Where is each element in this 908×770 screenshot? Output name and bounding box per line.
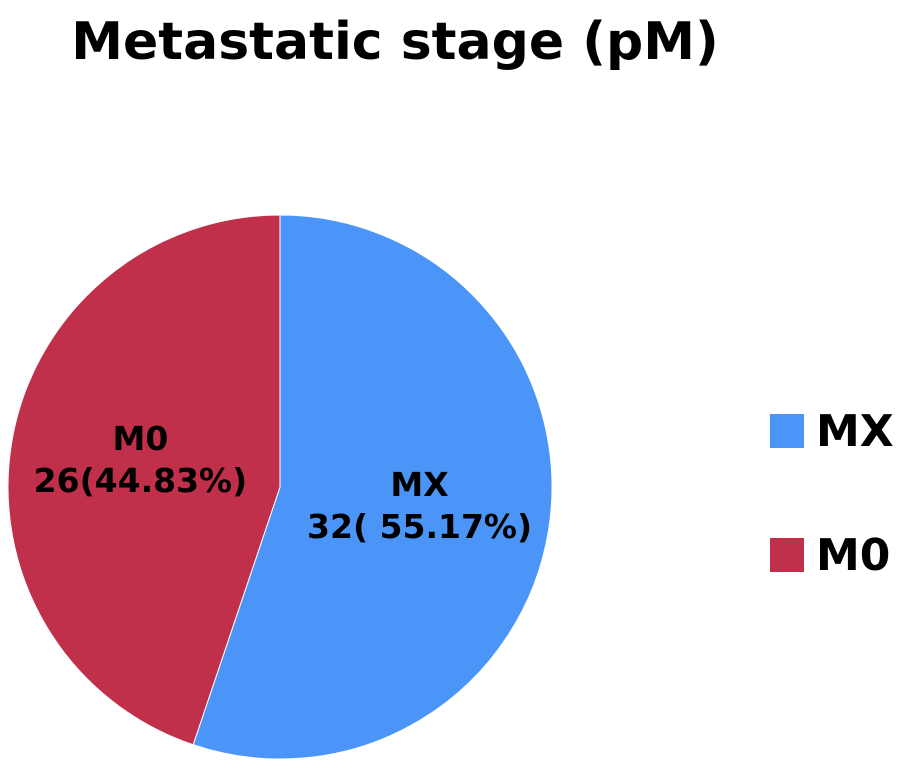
legend-item-m0: M0 bbox=[770, 529, 905, 581]
slice-label-name-m0: M0 bbox=[113, 419, 169, 458]
pie-slice-mx bbox=[192, 214, 553, 760]
slice-label-value-mx: 32( 55.17%) bbox=[307, 507, 532, 546]
pie-slices bbox=[7, 214, 553, 760]
pie-slice-m0 bbox=[7, 214, 281, 746]
legend-swatch-m0 bbox=[770, 538, 804, 572]
legend-item-mx: MX bbox=[770, 405, 905, 457]
slice-label-value-m0: 26(44.83%) bbox=[34, 461, 248, 500]
legend-label-mx: MX bbox=[816, 405, 894, 457]
legend-label-m0: M0 bbox=[816, 529, 891, 581]
legend-swatch-mx bbox=[770, 414, 804, 448]
slice-label-name-mx: MX bbox=[390, 465, 448, 504]
legend: MX M0 bbox=[770, 405, 905, 653]
chart-title: Metastatic stage (pM) bbox=[71, 12, 719, 72]
